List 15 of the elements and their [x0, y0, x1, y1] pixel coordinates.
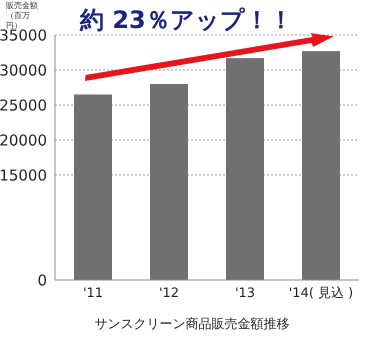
y-tick-label: 15000 [0, 166, 47, 184]
x-tick-label: '11 [82, 286, 104, 302]
y-tick-label: 30000 [0, 61, 47, 80]
y-tick-label: 25000 [0, 96, 47, 114]
bar [226, 58, 264, 280]
bar [74, 94, 112, 280]
bar [150, 84, 188, 280]
bar [302, 51, 340, 280]
y-tick-label: 20000 [0, 131, 47, 150]
x-tick-label: '12 [158, 286, 180, 302]
text: 約 23％アップ！！ [80, 5, 293, 36]
x-tick-label: '14( 見込 ) [288, 286, 354, 302]
x-tick-label: '13 [234, 286, 256, 302]
y-tick-label: 0 [37, 271, 47, 290]
text: サンスクリーン商品販売金額推移 [94, 316, 290, 333]
